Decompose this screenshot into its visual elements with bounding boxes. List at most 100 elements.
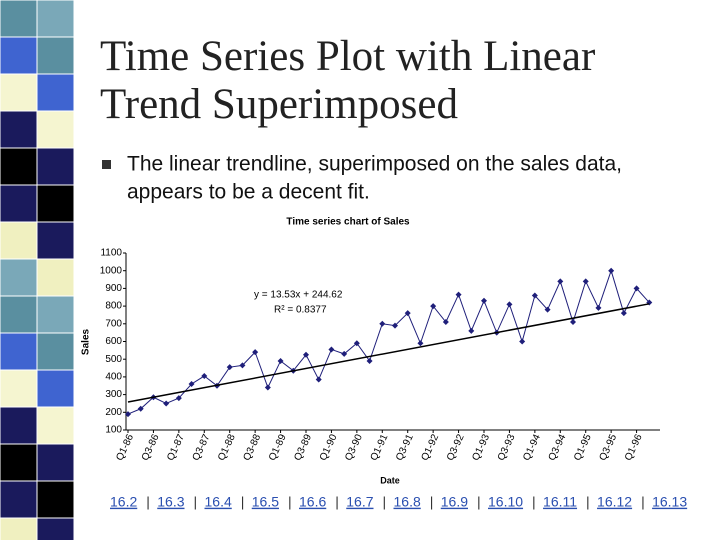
nav-separator: | [532,494,536,510]
trend-line [127,303,650,403]
stripe-block [0,110,38,149]
data-point [366,357,373,364]
stripe-block [36,184,75,223]
nav-separator: | [241,494,245,510]
data-point [353,340,360,347]
data-point [163,400,170,407]
nav-link[interactable]: 16.13 [652,494,687,510]
trend-equation: y = 13.53x + 244.62 [254,290,343,301]
nav-separator: | [146,494,150,510]
data-point [137,405,144,412]
data-point [570,319,576,326]
data-point [239,362,246,369]
stripe-block [36,0,75,38]
decorative-stripe [0,0,75,545]
data-point [430,303,437,310]
nav-separator: | [641,494,645,510]
stripe-block [0,0,38,38]
x-tick-label: Q3-94 [547,432,569,462]
stripe-block [36,369,75,408]
data-point [392,322,398,329]
nav-link[interactable]: 16.9 [441,494,468,510]
nav-separator: | [586,494,590,510]
stripe-block [36,36,75,75]
data-point [226,364,233,371]
y-axis-label: Sales [81,328,92,355]
stripe-block [36,480,75,519]
x-tick-label: Q1-93 [470,432,492,462]
y-tick-label: 100 [105,425,122,436]
nav-link[interactable]: 16.10 [488,494,523,510]
data-point [417,340,424,347]
y-tick-label: 700 [105,318,122,329]
y-tick-label: 900 [105,283,122,294]
data-point [201,373,208,380]
data-point [188,380,195,387]
nav-link[interactable]: 16.12 [597,494,632,510]
stripe-block [36,147,75,186]
stripe-block [0,73,38,112]
data-point [175,395,182,402]
nav-link[interactable]: 16.6 [299,494,326,510]
data-point [341,350,348,357]
nav-separator: | [194,494,198,510]
nav-link[interactable]: 16.11 [543,494,577,510]
stripe-block [36,258,75,297]
chart-title: Time series chart of Sales [286,217,410,228]
nav-separator: | [477,494,481,510]
x-tick-label: Q1-87 [165,432,187,462]
stripe-block [36,73,75,112]
x-tick-label: Q3-93 [496,432,518,462]
slide-title: Time Series Plot with Linear [100,33,595,80]
stripe-block [0,147,38,186]
nav-link[interactable]: 16.8 [394,494,421,510]
nav-link[interactable]: 16.7 [346,494,373,510]
x-tick-label: Q1-88 [216,432,238,462]
x-tick-label: Q1-95 [572,432,594,462]
x-tick-label: Q3-90 [343,432,365,462]
stripe-block [0,406,38,445]
stripe-block [0,443,38,482]
slide-title: Trend Superimposed [100,81,458,128]
stripe-block [0,480,38,519]
stripe-block [0,184,38,223]
data-point [595,304,602,311]
nav-bar: 16.2 | 16.3 | 16.4 | 16.5 | 16.6 | 16.7 | 16.8 | 16.9 |… [110,494,687,510]
data-point [328,346,335,353]
x-tick-label: Q3-91 [394,432,416,462]
y-tick-label: 800 [105,301,122,312]
series-line [127,269,650,415]
data-point [481,297,487,304]
x-tick-label: Q3-95 [598,432,620,462]
stripe-block [0,295,38,334]
stripe-block [36,443,75,482]
data-point [633,285,640,292]
data-point [531,292,538,299]
y-tick-label: 200 [105,407,122,418]
stripe-block [0,258,38,297]
data-point [125,411,131,418]
x-tick-label: Q1-96 [623,432,645,462]
nav-separator: | [335,494,339,510]
x-tick-label: Q1-89 [267,432,289,462]
stripe-block [36,110,75,149]
stripe-block [36,517,75,545]
nav-link[interactable]: 16.5 [252,494,279,510]
nav-link[interactable]: 16.2 [110,494,137,510]
x-axis-label: Date [380,475,400,485]
stripe-block [0,221,38,260]
bullet-text: appears to be a decent fit. [127,181,370,204]
x-tick-label: Q3-88 [242,432,264,462]
stripe-block [36,295,75,334]
data-point [608,267,615,274]
x-tick-label: Q3-87 [191,432,213,462]
data-point [404,310,411,317]
y-tick-label: 300 [105,389,122,400]
nav-separator: | [430,494,434,510]
stripe-block [36,332,75,371]
data-point [519,338,526,345]
nav-link[interactable]: 16.3 [157,494,184,510]
data-point [468,327,475,334]
nav-link[interactable]: 16.4 [205,494,232,510]
